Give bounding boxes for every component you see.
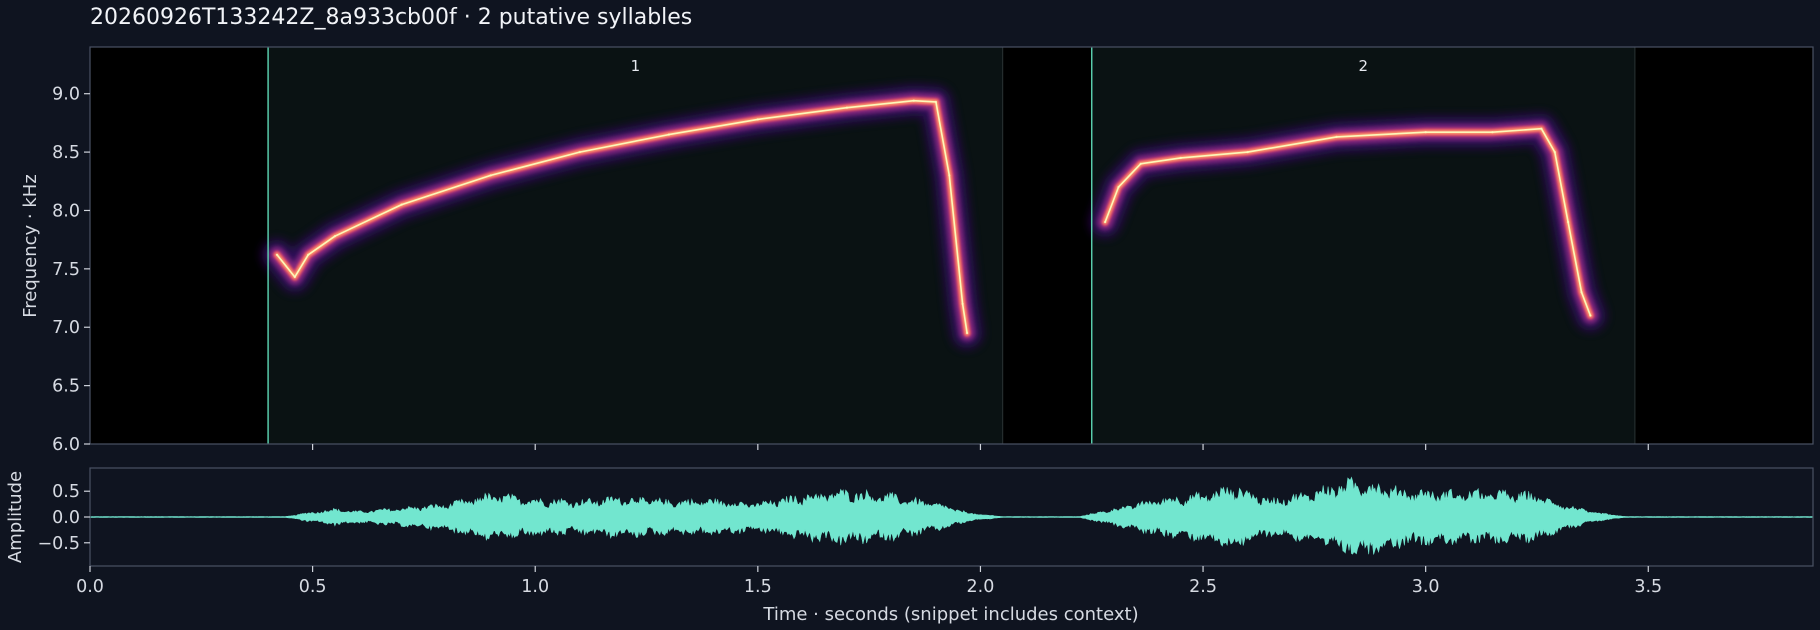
frequency-tick-label: 6.0 — [52, 435, 80, 455]
contour-point — [1553, 150, 1557, 154]
contour-point — [1491, 131, 1494, 134]
masked-region — [1634, 47, 1813, 444]
contour-point — [934, 100, 938, 104]
amplitude-tick-label: 0.5 — [52, 482, 80, 502]
syllable-label: 1 — [631, 57, 641, 75]
time-axis-ticks: 0.0 0.5 1.0 1.5 2.0 2.5 3.0 3.5 — [76, 566, 1662, 597]
spectrogram-frame — [89, 46, 1814, 445]
contour-point — [333, 235, 337, 238]
syllable-contour-2 — [1090, 113, 1606, 331]
contour-point — [845, 106, 849, 109]
contour-point — [912, 99, 915, 102]
contour-point — [307, 253, 310, 256]
contour-point — [1540, 127, 1543, 130]
time-tick-label: 0.0 — [76, 577, 104, 597]
contour-point — [578, 150, 581, 154]
contour-point — [1117, 185, 1120, 189]
syllable-label: 2 — [1359, 57, 1369, 75]
contour-point — [293, 275, 296, 279]
time-tick-label: 2.0 — [967, 577, 995, 597]
contour-point — [1179, 156, 1183, 160]
time-tick-label: 2.5 — [1189, 577, 1217, 597]
amplitude-axis-ticks: 0.5 0.0 −0.5 — [38, 482, 90, 554]
amplitude-tick-label: 0.0 — [52, 508, 80, 528]
contour-point — [1580, 291, 1583, 294]
time-tick-label: 1.0 — [521, 577, 549, 597]
frequency-tick-label: 7.5 — [52, 260, 80, 280]
contour-point — [1139, 162, 1142, 165]
contour-point — [948, 174, 951, 177]
frequency-tick-label: 9.0 — [52, 85, 80, 105]
chart-title: 20260926T133242Z_8a933cb00f · 2 putative… — [90, 5, 692, 30]
time-tick-label: 3.5 — [1634, 577, 1662, 597]
contour-point — [756, 118, 759, 121]
frequency-tick-label: 8.5 — [52, 143, 80, 163]
contour-point — [489, 174, 492, 177]
masked-region — [1002, 47, 1092, 444]
time-axis-label: Time · seconds (snippet includes context… — [762, 604, 1138, 625]
contour-point — [1589, 314, 1592, 317]
contour-point — [1335, 135, 1338, 139]
time-tick-label: 1.5 — [744, 577, 772, 597]
frequency-tick-label: 8.0 — [52, 201, 80, 221]
masked-regions — [90, 47, 1813, 444]
frequency-tick-label: 7.0 — [52, 318, 80, 338]
contour-point — [965, 331, 969, 335]
contour-point — [1246, 150, 1249, 154]
frequency-axis-label: Frequency · kHz — [20, 174, 41, 318]
time-tick-label: 3.0 — [1412, 577, 1440, 597]
waveform-panel: 0.5 0.0 −0.5 0.0 0.5 1.0 1.5 2.0 2.5 3.0 3.5 Ampl… — [5, 467, 1814, 625]
contour-point — [1103, 220, 1107, 224]
frequency-tick-label: 6.5 — [52, 377, 80, 397]
amplitude-tick-label: −0.5 — [38, 534, 81, 554]
contour-point — [1424, 131, 1427, 134]
contour-point — [275, 253, 279, 256]
frequency-axis-ticks: 6.0 6.5 7.0 7.5 8.0 8.5 9.0 — [52, 85, 90, 455]
masked-region — [90, 47, 269, 444]
syllable-contours — [262, 85, 1606, 349]
contour-point — [400, 203, 403, 206]
contour-point — [1566, 220, 1570, 224]
contour-point — [961, 302, 964, 306]
amplitude-axis-label: Amplitude — [5, 471, 26, 563]
time-tick-label: 0.5 — [299, 577, 327, 597]
spectrogram-time-ticks — [312, 444, 1649, 450]
contour-point — [667, 133, 670, 136]
syllable-contour-1 — [262, 85, 983, 349]
